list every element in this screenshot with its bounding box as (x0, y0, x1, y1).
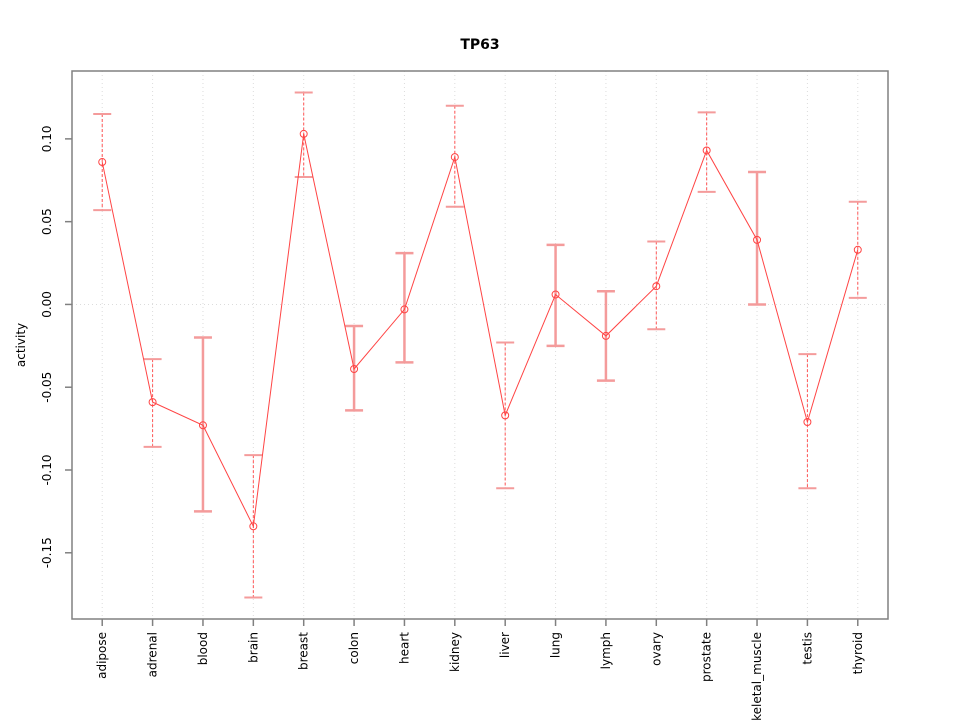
data-point-breast (299, 129, 308, 138)
data-point-lymph (601, 331, 610, 340)
plot-frame (71, 70, 889, 620)
x-tick-label-adrenal: adrenal (146, 632, 160, 677)
data-point-testis (803, 417, 812, 426)
data-point-blood (198, 421, 207, 430)
x-tick-label-heart: heart (397, 632, 411, 664)
y-axis-title: activity (14, 323, 28, 367)
x-tick-label-ovary: ovary (649, 632, 663, 666)
x-tick-label-breast: breast (297, 632, 311, 670)
axis-layer: -0.15 -0.10 -0.05 0.00 0.05 0.10 adipose adrena… (40, 126, 865, 720)
x-tick-label-prostate: prostate (700, 632, 714, 682)
y-tick-label-0.00: 0.00 (40, 291, 54, 318)
activity-line (101, 133, 859, 528)
plot-frame-layer (71, 70, 889, 620)
data-point-skeletal_muscle (753, 235, 762, 244)
data-point-lung (551, 290, 560, 299)
data-point-adipose (98, 158, 107, 167)
x-tick-label-lung: lung (549, 632, 563, 658)
x-tick-label-liver: liver (498, 632, 512, 658)
data-marker-layer (98, 129, 862, 531)
y-tick-label-0.10: 0.10 (40, 126, 54, 153)
data-point-thyroid (853, 245, 862, 254)
x-tick-label-colon: colon (347, 632, 361, 664)
data-point-colon (350, 365, 359, 374)
x-tick-label-blood: blood (196, 632, 210, 665)
data-point-heart (400, 305, 409, 314)
grid-layer (72, 71, 888, 619)
x-tick-label-adipose: adipose (95, 632, 109, 679)
y-tick-label--0.05: -0.05 (40, 372, 54, 403)
x-tick-label-lymph: lymph (599, 632, 613, 669)
data-point-kidney (450, 153, 459, 162)
x-tick-label-brain: brain (246, 632, 260, 663)
data-point-brain (249, 522, 258, 531)
x-tick-label-testis: testis (800, 632, 814, 665)
x-tick-label-skeletal_muscle: skeletal_muscle (750, 632, 764, 720)
data-point-ovary (652, 282, 661, 291)
error-bar-layer (93, 91, 867, 599)
data-point-liver (501, 411, 510, 420)
x-tick-label-thyroid: thyroid (851, 632, 865, 674)
y-tick-label-0.05: 0.05 (40, 208, 54, 235)
data-point-adrenal (148, 398, 157, 407)
x-tick-label-kidney: kidney (448, 632, 462, 672)
data-point-prostate (702, 146, 711, 155)
y-tick-label--0.15: -0.15 (40, 537, 54, 568)
y-tick-label--0.10: -0.10 (40, 454, 54, 485)
data-line-layer (101, 133, 859, 528)
chart-title: TP63 (460, 37, 499, 53)
